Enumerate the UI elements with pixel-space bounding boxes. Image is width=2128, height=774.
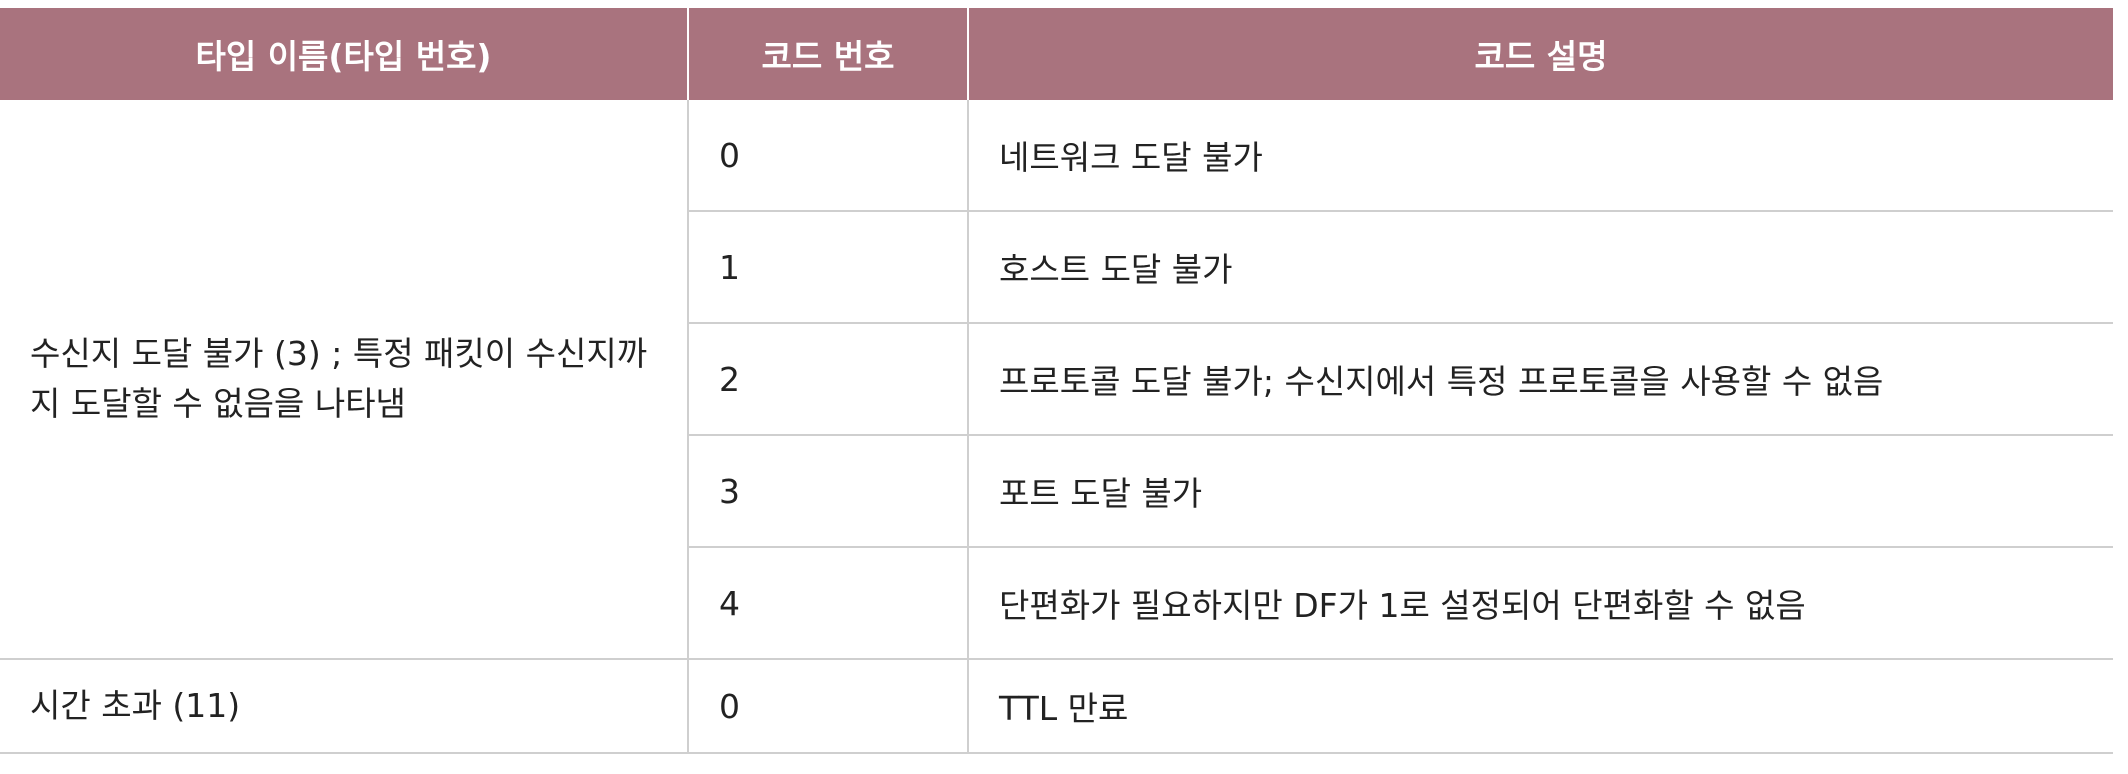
description-cell: 프로토콜 도달 불가; 수신지에서 특정 프로토콜을 사용할 수 없음: [967, 323, 2113, 436]
code-cell: 3: [687, 435, 968, 548]
code-cell: 1: [687, 211, 968, 324]
table-row: 시간 초과 (11) 0 TTL 만료: [0, 659, 2113, 754]
icmp-code-table: 타입 이름(타입 번호) 코드 번호 코드 설명 수신지 도달 불가 (3) ;…: [0, 8, 2113, 754]
header-code-description: 코드 설명: [968, 8, 2113, 100]
type-cell-destination-unreachable: 수신지 도달 불가 (3) ; 특정 패킷이 수신지까지 도달할 수 없음을 나…: [0, 100, 688, 660]
code-cell: 2: [687, 323, 968, 436]
table-row: 3 포트 도달 불가: [0, 435, 2113, 548]
description-cell: 포트 도달 불가: [967, 435, 2113, 548]
description-cell: 단편화가 필요하지만 DF가 1로 설정되어 단편화할 수 없음: [967, 547, 2113, 660]
description-cell: 호스트 도달 불가: [967, 211, 2113, 324]
header-row: 타입 이름(타입 번호) 코드 번호 코드 설명: [0, 8, 2113, 100]
code-cell: 0: [687, 659, 968, 754]
code-cell: 4: [687, 547, 968, 660]
header-code-number: 코드 번호: [688, 8, 969, 100]
table-row: 2 프로토콜 도달 불가; 수신지에서 특정 프로토콜을 사용할 수 없음: [0, 323, 2113, 436]
description-cell: TTL 만료: [967, 659, 2113, 754]
icmp-code-table-wrapper: 타입 이름(타입 번호) 코드 번호 코드 설명 수신지 도달 불가 (3) ;…: [0, 8, 2113, 754]
table-row: 1 호스트 도달 불가: [0, 211, 2113, 324]
table-row: 수신지 도달 불가 (3) ; 특정 패킷이 수신지까지 도달할 수 없음을 나…: [0, 100, 2113, 660]
code-cell: 0: [687, 100, 968, 212]
header-type-name: 타입 이름(타입 번호): [0, 8, 689, 100]
type-cell-time-exceeded: 시간 초과 (11): [0, 659, 688, 754]
description-cell: 네트워크 도달 불가: [967, 100, 2113, 212]
table-row: 4 단편화가 필요하지만 DF가 1로 설정되어 단편화할 수 없음: [0, 547, 2113, 660]
